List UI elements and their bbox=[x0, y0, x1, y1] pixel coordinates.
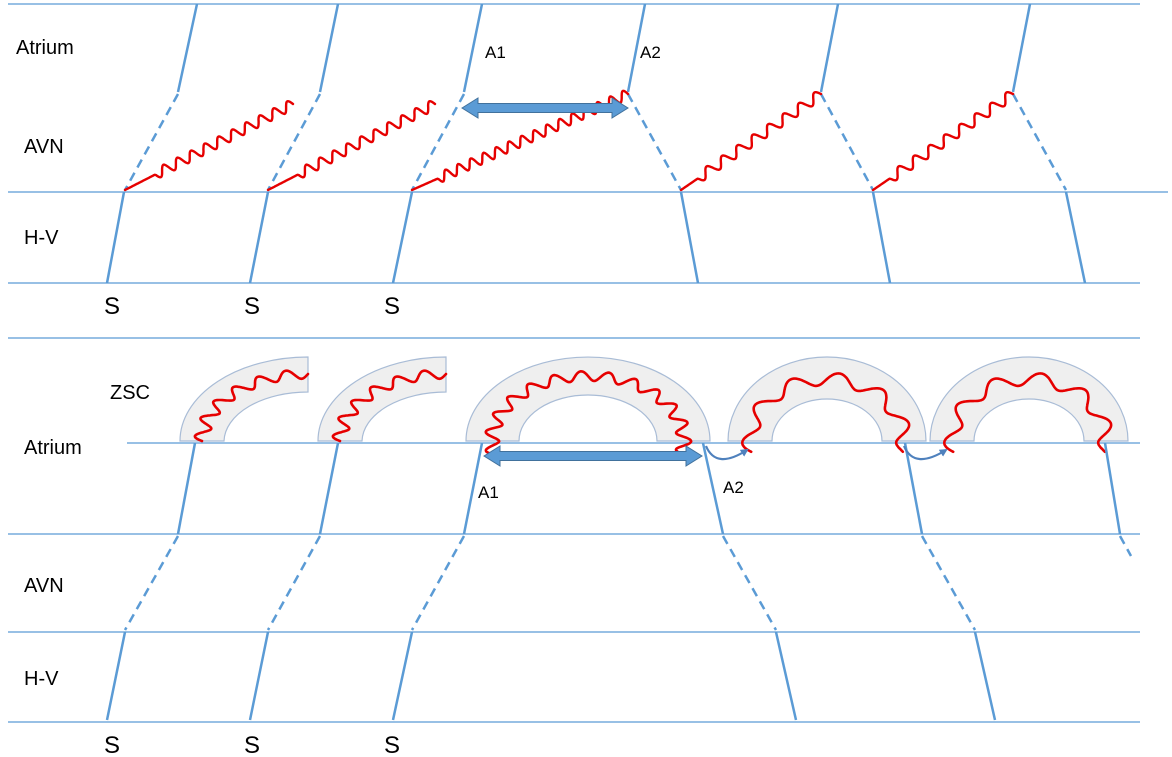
atrial-segment bbox=[626, 3, 647, 93]
zsc-wave bbox=[741, 372, 911, 454]
avn-segment bbox=[123, 93, 180, 191]
avn-segment bbox=[626, 93, 683, 191]
avn-segment bbox=[1118, 535, 1133, 557]
hv-segment bbox=[973, 631, 997, 721]
hv-segment bbox=[105, 191, 126, 284]
curved-arrow-icon bbox=[704, 445, 749, 461]
avn-segment bbox=[1011, 93, 1068, 191]
double-headed-arrow-icon bbox=[461, 97, 629, 119]
bottom-panel: ZSC Atrium AVN H-V A1 A2 S S S bbox=[8, 337, 1140, 757]
bottom-stim-label: S bbox=[384, 732, 400, 757]
avn-segment bbox=[410, 93, 466, 191]
hv-segment bbox=[774, 631, 798, 721]
zsc-arc bbox=[179, 356, 309, 442]
top-panel: Atrium AVN H-V A1 A2 S S S bbox=[8, 3, 1168, 320]
avn-segment bbox=[721, 535, 778, 631]
top-stim-label: S bbox=[384, 293, 400, 320]
top-atrium-label: Atrium bbox=[16, 37, 74, 59]
top-wave-paths bbox=[123, 89, 1015, 192]
wave-path bbox=[123, 100, 295, 192]
avn-segment bbox=[123, 535, 180, 631]
hv-segment bbox=[248, 631, 270, 721]
hv-segment bbox=[679, 191, 700, 284]
avn-segment bbox=[920, 535, 977, 631]
top-a1-label: A1 bbox=[485, 43, 506, 62]
atrial-segment bbox=[462, 442, 484, 535]
hv-segment bbox=[105, 631, 127, 721]
bottom-a1-label: A1 bbox=[478, 483, 499, 502]
zsc-wave bbox=[484, 370, 693, 456]
avn-segment bbox=[266, 535, 322, 631]
top-lane-lines bbox=[8, 3, 1168, 284]
bottom-conduction-lines bbox=[105, 442, 1133, 721]
avn-segment bbox=[266, 93, 322, 191]
top-conduction-lines bbox=[105, 3, 1087, 284]
zsc-label: ZSC bbox=[110, 382, 150, 404]
double-headed-arrow-icon bbox=[483, 445, 703, 467]
hv-segment bbox=[391, 191, 414, 284]
hv-segment bbox=[1064, 191, 1087, 284]
bottom-avn-label: AVN bbox=[24, 575, 64, 597]
bottom-a2-label: A2 bbox=[723, 478, 744, 497]
top-avn-label: AVN bbox=[24, 136, 64, 158]
hv-segment bbox=[871, 191, 892, 284]
atrial-segment bbox=[1011, 3, 1032, 93]
atrial-segment bbox=[701, 442, 725, 535]
zsc-wave-paths bbox=[193, 369, 1113, 456]
bottom-lane-lines bbox=[8, 337, 1140, 723]
atrial-segment bbox=[318, 3, 340, 93]
wave-path bbox=[679, 91, 823, 192]
zsc-wave bbox=[193, 369, 310, 443]
wave-path bbox=[871, 91, 1015, 192]
atrial-segment bbox=[318, 442, 340, 535]
bottom-atrium-label: Atrium bbox=[24, 437, 82, 459]
atrial-segment bbox=[1103, 442, 1122, 535]
top-a2-label: A2 bbox=[640, 43, 661, 62]
wave-path bbox=[266, 100, 437, 192]
wave-path bbox=[410, 89, 630, 192]
zsc-arc bbox=[317, 356, 447, 442]
atrial-segment bbox=[176, 3, 199, 93]
atrial-segment bbox=[462, 3, 484, 93]
zsc-arcs bbox=[179, 356, 1129, 442]
top-hv-label: H-V bbox=[24, 227, 59, 249]
avn-segment bbox=[819, 93, 875, 191]
top-stim-label: S bbox=[244, 293, 260, 320]
zsc-arc bbox=[929, 356, 1129, 442]
zsc-wave bbox=[331, 369, 448, 443]
top-stim-label: S bbox=[104, 293, 120, 320]
bottom-hv-label: H-V bbox=[24, 668, 59, 690]
bottom-stim-label: S bbox=[244, 732, 260, 757]
zsc-arc bbox=[465, 356, 711, 442]
zsc-arc bbox=[727, 356, 927, 442]
zsc-wave bbox=[943, 372, 1113, 454]
bottom-stim-label: S bbox=[104, 732, 120, 757]
atrial-segment bbox=[176, 442, 197, 535]
curved-arrow-icon bbox=[902, 445, 948, 461]
atrial-segment bbox=[819, 3, 840, 93]
hv-segment bbox=[391, 631, 414, 721]
atrial-segment bbox=[903, 442, 924, 535]
avn-segment bbox=[410, 535, 466, 631]
hv-segment bbox=[248, 191, 270, 284]
